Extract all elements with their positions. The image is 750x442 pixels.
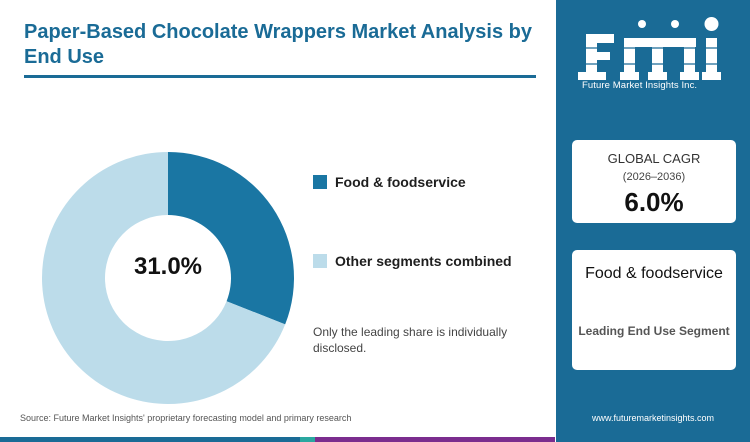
cagr-period: (2026–2036) bbox=[622, 171, 686, 183]
legend-item-other-segments: Other segments combined bbox=[313, 252, 512, 270]
title-divider bbox=[24, 75, 536, 78]
disclosure-note: Only the leading share is individually d… bbox=[313, 325, 508, 355]
leading-segment-caption: Leading End Use Segment bbox=[578, 324, 730, 338]
cagr-value: 6.0% bbox=[624, 187, 684, 217]
footer-bar-blue bbox=[0, 437, 300, 442]
leading-segment-card: Food & foodservice Leading End Use Segme… bbox=[572, 250, 736, 370]
source-note: Source: Future Market Insights' propriet… bbox=[20, 413, 352, 423]
fmi-logo bbox=[578, 17, 728, 80]
donut-slice-other-segments-combined bbox=[42, 152, 286, 404]
legend-swatch-food-foodservice bbox=[313, 175, 327, 189]
cagr-label: GLOBAL CAGR bbox=[607, 151, 701, 166]
donut-center-label: 31.0% bbox=[133, 253, 203, 280]
cagr-card: GLOBAL CAGR (2026–2036) 6.0% bbox=[572, 140, 736, 223]
chart-title: Paper-Based Chocolate Wrappers Market An… bbox=[24, 21, 532, 68]
logo-subtitle: Future Market Insights Inc. bbox=[582, 80, 698, 91]
leading-segment-name: Food & foodservice bbox=[585, 265, 723, 282]
legend-label: Other segments combined bbox=[335, 253, 512, 269]
footer-bar-purple bbox=[315, 437, 555, 442]
legend-label: Food & foodservice bbox=[335, 174, 466, 190]
summary-sidebar: Future Market Insights Inc. GLOBAL CAGR … bbox=[556, 0, 750, 442]
legend-item-food-foodservice: Food & foodservice bbox=[313, 173, 466, 191]
footer-bar-teal bbox=[300, 437, 315, 442]
website-url: www.futuremarketinsights.com bbox=[591, 413, 715, 423]
chart-panel: Paper-Based Chocolate Wrappers Market An… bbox=[20, 21, 536, 423]
legend-swatch-other-segments bbox=[313, 254, 327, 268]
donut-chart bbox=[42, 152, 294, 404]
donut-slice-food-foodservice bbox=[168, 152, 294, 325]
